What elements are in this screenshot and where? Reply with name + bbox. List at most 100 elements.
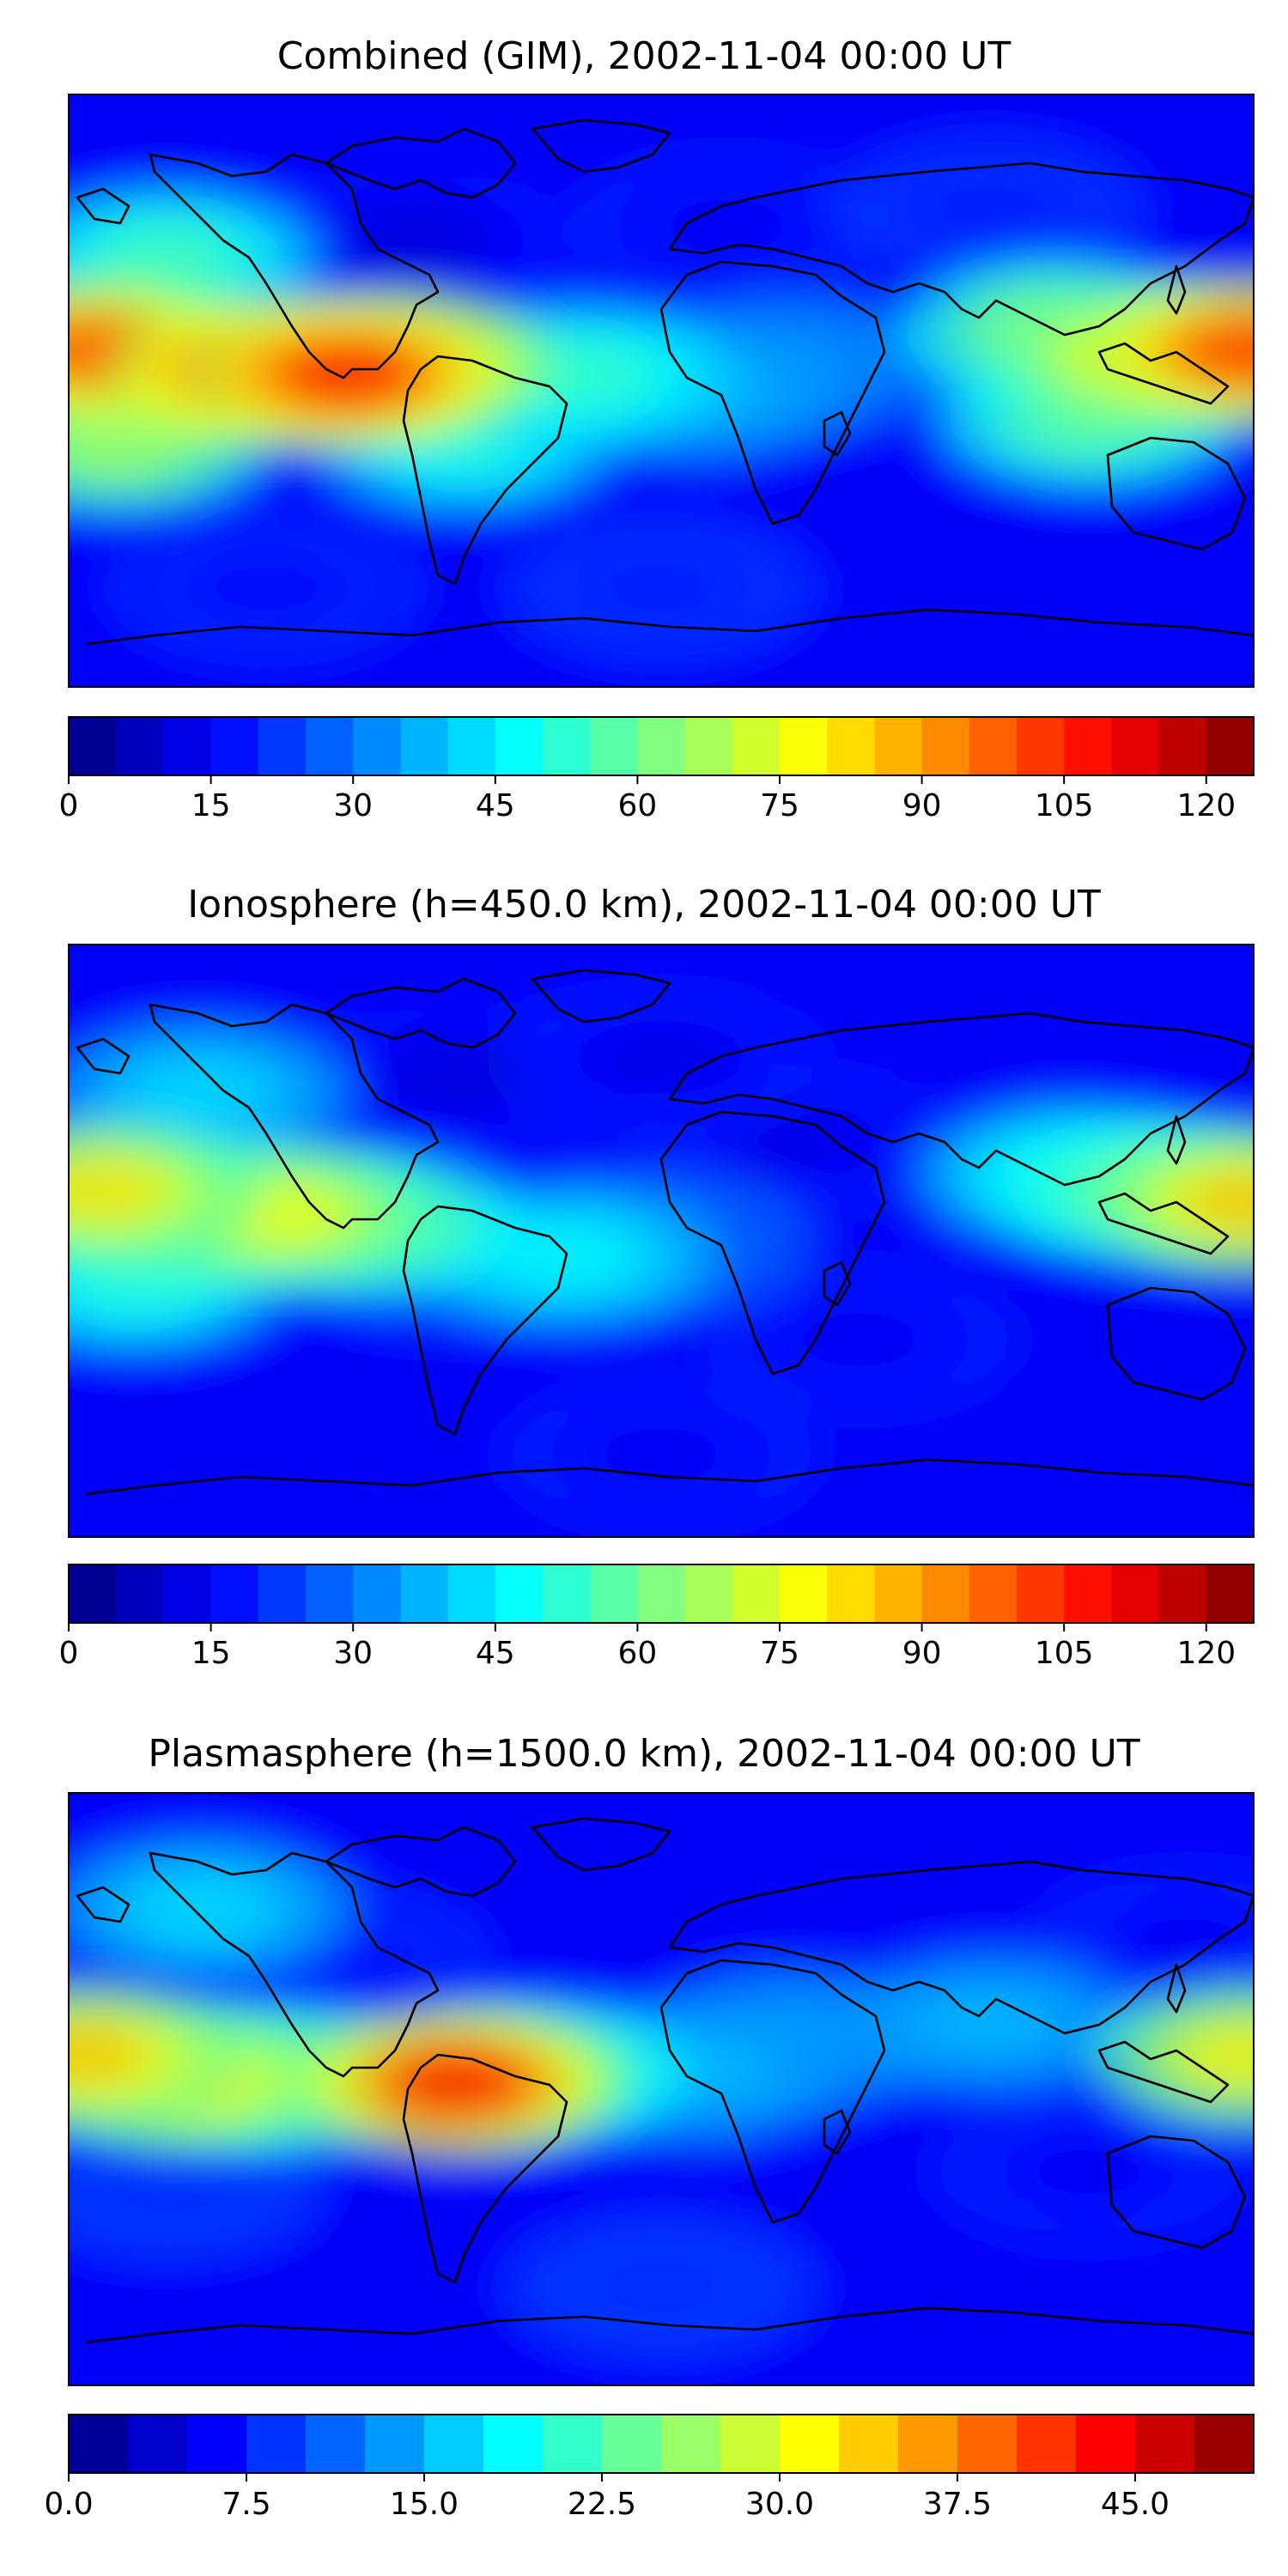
colorbar-swatch [898,2415,958,2473]
colorbar-swatch [827,717,875,775]
heatmap-field [69,1793,1254,2385]
colorbar-swatch [483,2415,544,2473]
field-blob [69,2026,146,2086]
colorbar-swatch [684,1564,733,1623]
colorbar-swatch [957,2415,1018,2473]
colorbar: 0.0 7.5 15.0 22.5 30.0 37.5 45.0 [44,2414,1255,2522]
colorbar-swatch [306,1564,354,1623]
colorbar-swatch [602,2415,662,2473]
panel-combined: Combined (GIM), 2002-11-04 00:00 UT 0 15 3… [59,34,1255,823]
field-blob [354,213,475,272]
colorbar-swatch [637,717,686,775]
colorbar-swatch [210,1564,259,1623]
colorbar-tick-label: 120 [1176,788,1236,823]
colorbar-swatch [495,1564,544,1623]
colorbar-tick-label: 37.5 [923,2487,992,2522]
colorbar-swatch [874,717,923,775]
colorbar-tick-label: 15 [191,1636,231,1671]
colorbar-tick-label: 30 [333,788,373,823]
colorbar-tick-label: 90 [902,1636,942,1671]
colorbar: 0 15 30 45 60 75 90 105 120 [59,716,1255,823]
colorbar-tick-label: 45 [476,788,515,823]
colorbar-swatch [1194,2415,1255,2473]
colorbar-swatch [210,717,259,775]
colorbar-swatch [1206,717,1255,775]
map-frame [68,94,1255,688]
colorbar-swatch [353,717,401,775]
colorbar-swatch [780,2415,840,2473]
map-frame [68,1792,1255,2386]
field-blob [1029,2142,1150,2201]
colorbar-swatch [306,717,354,775]
colorbar-tick-label: 30.0 [745,2487,814,2522]
colorbar-swatch [543,717,591,775]
colorbar-swatch [424,2415,484,2473]
colorbar-swatch [163,1564,212,1623]
colorbar-swatch [1111,1564,1160,1623]
field-blob [666,197,787,256]
chart-title: Ionosphere (h=450.0 km), 2002-11-04 00:0… [187,883,1101,927]
field-blob [601,2257,721,2316]
colorbar-swatch [780,717,828,775]
field-blob [1127,1911,1249,1971]
colorbar-tick-label: 60 [617,788,657,823]
colorbar-tick-label: 15.0 [390,2487,459,2522]
field-blob [799,1310,919,1369]
colorbar-tick-label: 90 [902,788,942,823]
colorbar-swatch [1064,1564,1112,1623]
colorbar-tick-label: 75 [760,1636,799,1671]
field-blob [69,1162,162,1221]
colorbar-swatch [306,2415,366,2473]
colorbar-swatch [246,2415,307,2473]
colorbar-swatch [1017,2415,1077,2473]
map-area [68,944,1255,1538]
colorbar-swatch [400,1564,449,1623]
colorbar-swatch [732,1564,781,1623]
colorbar-tick-label: 0 [59,788,79,823]
colorbar-swatch [69,1564,117,1623]
map-area [68,94,1255,688]
field-blob [502,1228,623,1287]
colorbar-tick-label: 105 [1035,788,1094,823]
colorbar-swatch [258,1564,307,1623]
colorbar-swatch [495,717,544,775]
colorbar-swatch [1206,1564,1255,1623]
colorbar-tick-label: 45 [476,1636,515,1671]
colorbar-swatch [1017,1564,1065,1623]
colorbar-swatch [447,1564,496,1623]
heatmap-field [69,945,1254,1537]
colorbar-swatch [921,717,970,775]
colorbar-tick-label: 30 [333,1636,373,1671]
colorbar-swatch [874,1564,923,1623]
colorbar-swatch [258,717,307,775]
colorbar-tick-label: 120 [1176,1636,1236,1671]
colorbar-swatch [128,2415,188,2473]
colorbar-swatch [590,717,638,775]
colorbar-frame [68,1564,1255,1624]
colorbar-tick-label: 0 [59,1636,79,1671]
colorbar-swatch [163,717,212,775]
colorbar-swatch [447,717,496,775]
colorbar-swatch [353,1564,401,1623]
field-blob [732,1113,854,1171]
colorbar-swatch [365,2415,425,2473]
colorbar-swatch [543,1564,591,1623]
field-blob [404,1047,524,1106]
colorbar-swatch [1158,1564,1207,1623]
chart-title: Plasmasphere (h=1500.0 km), 2002-11-04 0… [148,1732,1139,1776]
colorbar-tick-label: 0.0 [44,2487,93,2522]
colorbar-tick-label: 105 [1035,1636,1094,1671]
colorbar-swatch [921,1564,970,1623]
field-blob [107,229,228,289]
colorbar-tick-label: 7.5 [222,2487,270,2522]
panel-ionosphere: Ionosphere (h=450.0 km), 2002-11-04 00:0… [59,883,1255,1671]
colorbar-swatch [69,2415,129,2473]
map-area [68,1792,1255,2386]
colorbar-swatch [1111,717,1160,775]
panel-plasmasphere: Plasmasphere (h=1500.0 km), 2002-11-04 0… [44,1732,1255,2522]
colorbar-swatch [69,717,117,775]
colorbar-tick-label: 75 [760,788,799,823]
colorbar-swatch [720,2415,781,2473]
colorbar-swatch [969,1564,1018,1623]
colorbar-tick-label: 15 [191,788,231,823]
